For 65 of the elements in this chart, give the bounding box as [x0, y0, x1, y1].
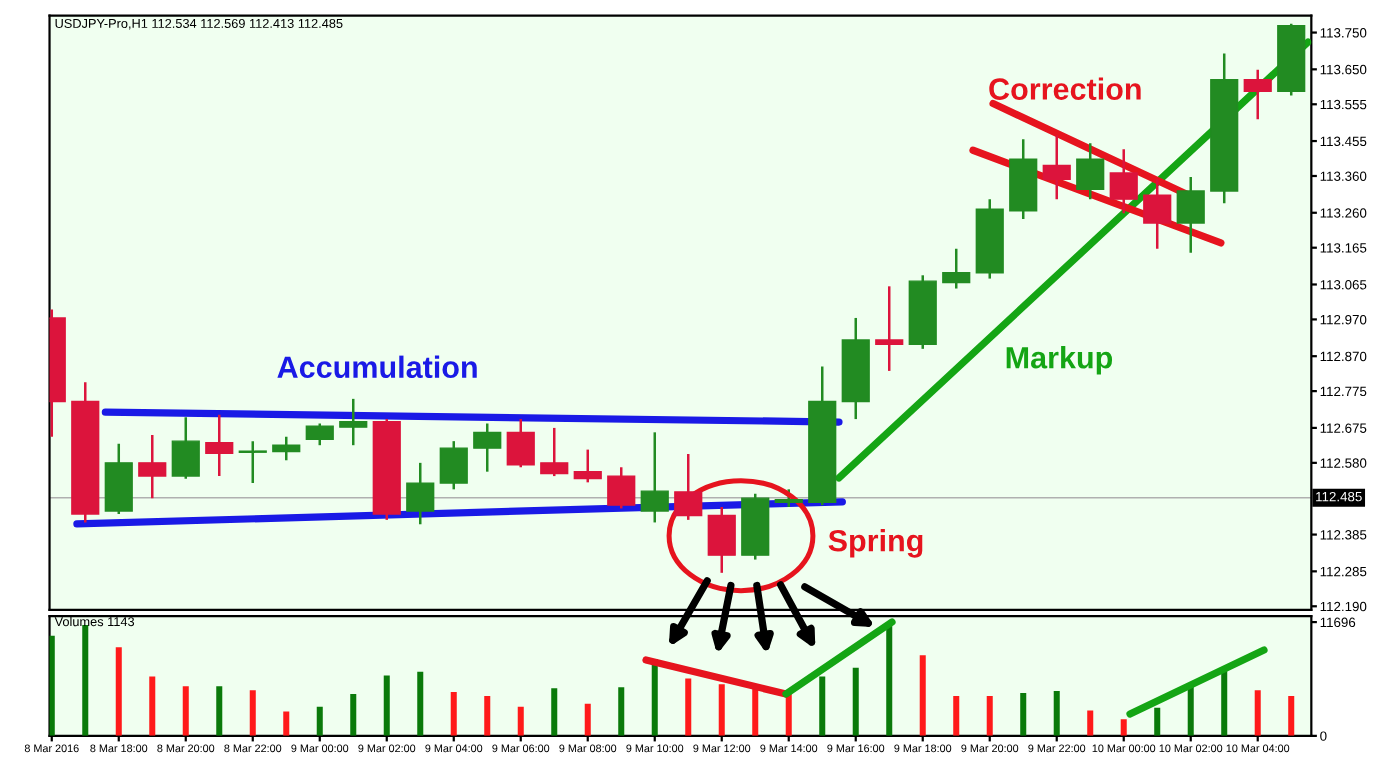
bar — [584, 703, 591, 736]
candlestick — [406, 461, 435, 526]
bar — [450, 692, 457, 736]
candlestick — [1243, 68, 1272, 121]
bar — [182, 686, 189, 736]
bar — [685, 678, 692, 736]
bar — [785, 693, 792, 736]
bar — [852, 667, 859, 736]
candlestick — [707, 505, 736, 575]
bar — [886, 624, 893, 736]
bar — [1288, 695, 1295, 736]
candlestick — [875, 285, 904, 373]
candlestick — [272, 435, 301, 462]
bar — [149, 676, 156, 736]
candlestick — [573, 448, 602, 484]
bar — [1087, 710, 1094, 736]
bar — [316, 706, 323, 736]
candlestick — [439, 439, 468, 491]
bar — [350, 694, 357, 736]
candlestick — [1076, 142, 1105, 201]
bar — [216, 686, 223, 736]
candlestick — [1042, 133, 1071, 201]
candlestick — [540, 426, 569, 478]
candlestick — [473, 422, 502, 473]
candlestick — [1176, 175, 1205, 255]
bar — [249, 690, 256, 736]
candlestick — [506, 417, 535, 469]
annotation: Correction — [989, 77, 1141, 100]
candlestick — [640, 431, 669, 524]
bar — [115, 647, 122, 736]
bar — [517, 706, 524, 736]
bar — [49, 635, 55, 736]
candlestick — [238, 439, 267, 485]
bar — [1254, 690, 1261, 736]
candlestick — [1143, 178, 1172, 251]
bar — [283, 711, 290, 736]
candlestick — [171, 416, 200, 480]
candlestick — [942, 247, 971, 290]
bar — [986, 695, 993, 736]
bar — [718, 684, 725, 736]
bar — [383, 675, 390, 736]
bar — [417, 671, 424, 736]
candlestick — [339, 397, 368, 447]
annotation: Accumulation — [277, 355, 477, 379]
bar — [919, 655, 926, 736]
bar — [1020, 693, 1027, 736]
annotation: Markup — [1006, 346, 1113, 375]
bar — [752, 688, 759, 736]
candlestick — [305, 422, 334, 447]
annotation: Spring — [828, 529, 923, 558]
bar — [551, 688, 558, 736]
bar — [618, 687, 625, 736]
bar — [1120, 719, 1127, 736]
bar — [82, 624, 89, 736]
bar — [819, 676, 826, 736]
candlestick — [607, 466, 636, 510]
bar — [1154, 707, 1161, 736]
bar — [484, 695, 491, 736]
bar — [953, 695, 960, 736]
candlestick — [1109, 147, 1138, 215]
candlestick — [138, 433, 167, 500]
bar — [1221, 669, 1228, 736]
candlestick — [674, 452, 703, 522]
bar — [1053, 691, 1060, 736]
candlestick — [205, 413, 234, 478]
